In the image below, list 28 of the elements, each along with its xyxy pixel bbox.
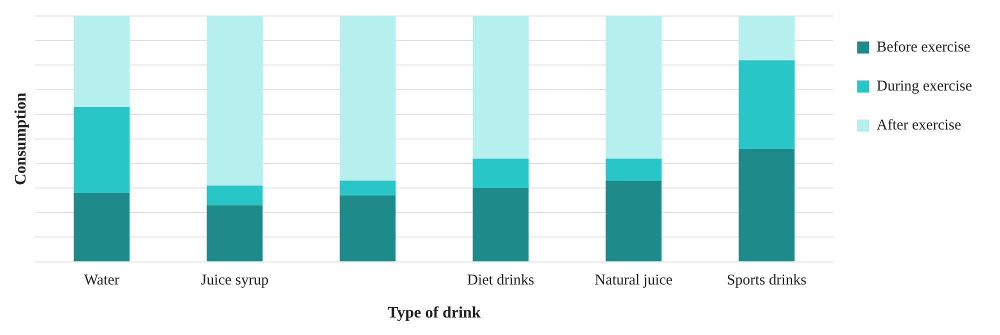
bar [472,188,529,262]
bar [606,16,662,159]
x-tick-label: Water [84,272,120,289]
bar [472,16,529,159]
x-tick-label: Sports drinks [726,272,807,289]
bar [206,16,263,186]
bar [74,106,130,193]
bar [606,158,662,181]
bar [472,158,529,188]
x-tick-label: Natural juice [594,272,673,289]
bar [74,192,130,262]
bar [74,16,130,107]
x-tick-label: Diet drinks [467,272,534,289]
y-axis-title: Consumption [12,92,30,186]
bar [206,186,263,206]
bar [206,205,263,262]
x-axis-title: Type of drink [388,304,481,322]
legend-label: During exercise [876,78,972,94]
bar [340,195,396,262]
bar [738,60,795,149]
bar [738,148,795,262]
bar [738,16,795,60]
x-tick-label: Juice syrup [200,272,269,289]
bar [606,180,662,262]
bar [340,16,396,181]
bar [340,180,396,196]
legend-label: After exercise [876,117,962,134]
legend-label: Before exercise [876,39,971,56]
